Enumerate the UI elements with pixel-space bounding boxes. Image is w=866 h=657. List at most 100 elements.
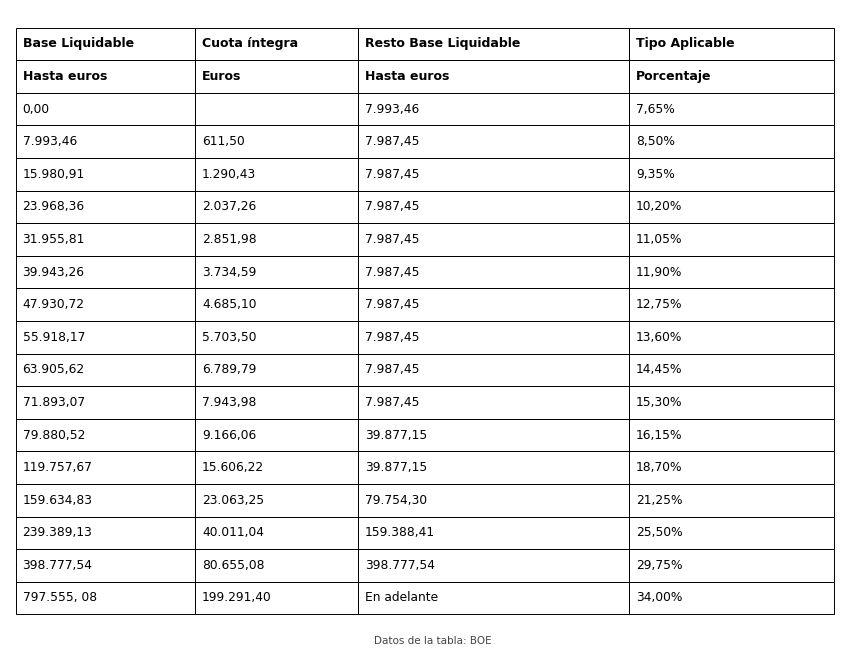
- Bar: [358, 28, 630, 60]
- Bar: [630, 581, 834, 614]
- Bar: [358, 125, 630, 158]
- Text: 13,60%: 13,60%: [637, 330, 682, 344]
- Text: 159.388,41: 159.388,41: [365, 526, 435, 539]
- Text: 71.893,07: 71.893,07: [23, 396, 85, 409]
- Bar: [358, 125, 630, 158]
- Bar: [358, 223, 630, 256]
- Bar: [358, 288, 630, 321]
- Text: 7.987,45: 7.987,45: [365, 330, 419, 344]
- Text: 119.757,67: 119.757,67: [23, 461, 93, 474]
- Bar: [195, 549, 358, 581]
- Bar: [630, 158, 834, 191]
- Bar: [195, 93, 358, 125]
- Bar: [358, 549, 630, 581]
- Bar: [195, 158, 358, 191]
- Bar: [195, 28, 358, 60]
- Bar: [195, 321, 358, 353]
- Text: 80.655,08: 80.655,08: [202, 559, 264, 572]
- Bar: [195, 419, 358, 451]
- Bar: [16, 353, 195, 386]
- Text: 25,50%: 25,50%: [637, 526, 682, 539]
- Bar: [630, 549, 834, 581]
- Bar: [195, 288, 358, 321]
- Bar: [630, 451, 834, 484]
- Bar: [630, 321, 834, 353]
- Bar: [358, 223, 630, 256]
- Bar: [195, 256, 358, 288]
- Bar: [358, 386, 630, 419]
- Text: 39.877,15: 39.877,15: [365, 428, 427, 442]
- Bar: [358, 158, 630, 191]
- Bar: [358, 60, 630, 93]
- Text: 11,90%: 11,90%: [637, 265, 682, 279]
- Bar: [16, 256, 195, 288]
- Bar: [16, 353, 195, 386]
- Text: 79.754,30: 79.754,30: [365, 493, 427, 507]
- Bar: [358, 353, 630, 386]
- Bar: [358, 321, 630, 353]
- Bar: [358, 419, 630, 451]
- Bar: [16, 60, 195, 93]
- Bar: [358, 256, 630, 288]
- Bar: [358, 28, 630, 60]
- Bar: [195, 256, 358, 288]
- Text: 6.789,79: 6.789,79: [202, 363, 256, 376]
- Bar: [195, 386, 358, 419]
- Bar: [16, 256, 195, 288]
- Bar: [16, 516, 195, 549]
- Bar: [195, 60, 358, 93]
- Bar: [16, 93, 195, 125]
- Text: 23.968,36: 23.968,36: [23, 200, 85, 214]
- Bar: [195, 125, 358, 158]
- Bar: [16, 60, 195, 93]
- Text: 39.943,26: 39.943,26: [23, 265, 85, 279]
- Bar: [630, 288, 834, 321]
- Bar: [630, 581, 834, 614]
- Bar: [16, 93, 195, 125]
- Text: 9.166,06: 9.166,06: [202, 428, 256, 442]
- Bar: [195, 93, 358, 125]
- Text: 1.290,43: 1.290,43: [202, 168, 256, 181]
- Bar: [195, 223, 358, 256]
- Bar: [630, 256, 834, 288]
- Bar: [16, 386, 195, 419]
- Bar: [195, 581, 358, 614]
- Bar: [630, 93, 834, 125]
- Bar: [630, 549, 834, 581]
- Text: 7.943,98: 7.943,98: [202, 396, 256, 409]
- Text: 4.685,10: 4.685,10: [202, 298, 256, 311]
- Bar: [358, 516, 630, 549]
- Bar: [195, 321, 358, 353]
- Text: 29,75%: 29,75%: [637, 559, 682, 572]
- Bar: [358, 516, 630, 549]
- Bar: [16, 451, 195, 484]
- Text: 15.606,22: 15.606,22: [202, 461, 264, 474]
- Bar: [358, 93, 630, 125]
- Bar: [358, 451, 630, 484]
- Bar: [630, 28, 834, 60]
- Text: 199.291,40: 199.291,40: [202, 591, 272, 604]
- Text: 7.987,45: 7.987,45: [365, 298, 419, 311]
- Bar: [358, 386, 630, 419]
- Bar: [16, 321, 195, 353]
- Text: 31.955,81: 31.955,81: [23, 233, 85, 246]
- Bar: [630, 516, 834, 549]
- Bar: [630, 516, 834, 549]
- Bar: [16, 581, 195, 614]
- Text: 34,00%: 34,00%: [637, 591, 682, 604]
- Text: 2.851,98: 2.851,98: [202, 233, 256, 246]
- Bar: [195, 386, 358, 419]
- Text: En adelante: En adelante: [365, 591, 438, 604]
- Bar: [630, 419, 834, 451]
- Text: 79.880,52: 79.880,52: [23, 428, 85, 442]
- Text: 9,35%: 9,35%: [637, 168, 675, 181]
- Text: 47.930,72: 47.930,72: [23, 298, 85, 311]
- Bar: [16, 484, 195, 516]
- Bar: [195, 484, 358, 516]
- Bar: [358, 581, 630, 614]
- Bar: [16, 419, 195, 451]
- Text: 398.777,54: 398.777,54: [365, 559, 435, 572]
- Bar: [358, 484, 630, 516]
- Text: 7.987,45: 7.987,45: [365, 233, 419, 246]
- Bar: [16, 451, 195, 484]
